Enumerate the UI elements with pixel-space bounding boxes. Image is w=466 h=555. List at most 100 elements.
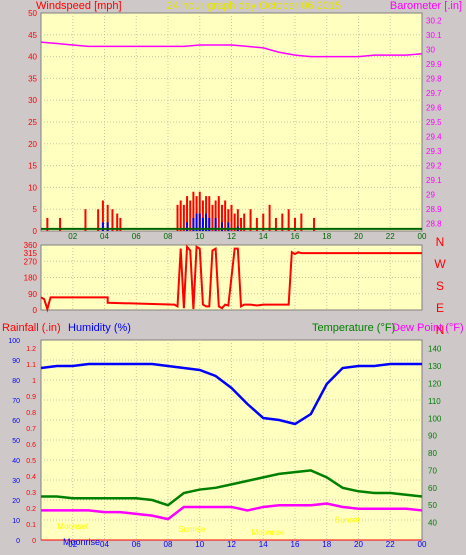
wind-x-tick: 16 <box>291 232 300 241</box>
wind-x-tick: 14 <box>259 232 268 241</box>
wind-x-tick: 00 <box>418 232 427 241</box>
wind-grid <box>41 13 422 231</box>
chart-title: 24 hour graph day October 06 2015 <box>167 0 341 12</box>
dewpoint-line <box>41 502 423 521</box>
wind-y-tick: 30 <box>28 96 37 105</box>
wind-y-tick: 40 <box>28 53 37 62</box>
compass-letter: N <box>436 323 445 337</box>
barometer-tick: 30 <box>426 45 435 54</box>
wind-x-tick-labels: 02 04 06 08 10 12 14 16 18 20 22 00 <box>68 232 427 241</box>
temperature-line <box>41 469 423 507</box>
rain-tick: 0.2 <box>26 506 36 513</box>
humidity-tick: 10 <box>12 518 20 525</box>
humidity-tick: 20 <box>12 498 20 505</box>
wind-x-tick: 18 <box>322 232 331 241</box>
wind-x-tick: 10 <box>195 232 204 241</box>
barometer-line <box>40 41 423 58</box>
temperature-tick: 80 <box>428 449 437 458</box>
compass-letter: E <box>436 301 444 315</box>
humidity-tick: 70 <box>12 398 20 405</box>
direction-tick: 360 <box>24 241 38 250</box>
barometer-tick: 28.9 <box>426 205 442 214</box>
rain-tick: 0.9 <box>26 394 36 401</box>
temperature-tick: 50 <box>428 501 437 510</box>
wind-x-tick: 06 <box>132 232 141 241</box>
wind-y-tick: 10 <box>28 183 37 192</box>
compass-letter: S <box>436 279 444 293</box>
rain-tick: 0.8 <box>26 410 36 417</box>
compass-letter: N <box>436 235 445 249</box>
humidity-x-tick-labels: 02 04 06 08 10 12 14 16 18 20 22 00 <box>68 540 427 549</box>
barometer-tick: 29.9 <box>426 60 442 69</box>
barometer-tick: 29.2 <box>426 162 442 171</box>
astro-label: Moonset <box>57 522 88 531</box>
direction-tick: 270 <box>24 257 38 266</box>
direction-tick: 90 <box>28 290 37 299</box>
temperature-tick: 120 <box>428 379 442 388</box>
humidity-x-tick: 22 <box>386 540 395 549</box>
barometer-tick: 29.8 <box>426 74 442 83</box>
humidity-x-tick: 20 <box>354 540 363 549</box>
humidity-tick: 0 <box>16 538 20 545</box>
wind-y-tick: 0 <box>33 227 38 236</box>
direction-grid <box>41 245 422 310</box>
humidity-x-tick: 12 <box>227 540 236 549</box>
humidity-x-tick: 04 <box>100 540 109 549</box>
barometer-tick: 29.6 <box>426 103 442 112</box>
rain-tick: 0 <box>32 538 36 545</box>
humidity-line <box>40 362 422 426</box>
rain-tick: 0.1 <box>26 522 36 529</box>
humidity-x-tick: 00 <box>418 540 427 549</box>
rain-tick: 1.2 <box>26 346 36 353</box>
wind-x-tick: 12 <box>227 232 236 241</box>
wind-y-tick: 20 <box>28 140 37 149</box>
humidity-tick: 100 <box>8 338 20 345</box>
barometer-tick: 29.1 <box>426 176 442 185</box>
humidity-x-tick: 02 <box>68 540 77 549</box>
barometer-tick: 29 <box>426 191 435 200</box>
humidity-tick: 60 <box>12 418 20 425</box>
wind-x-tick: 02 <box>68 232 77 241</box>
humidity-tick: 40 <box>12 458 20 465</box>
astro-annotations: Moonset Sunrise Moonrise Sunset <box>57 515 360 537</box>
moonrise-bottom-label: Moonrise <box>63 537 100 547</box>
rain-tick: 0.7 <box>26 426 36 433</box>
wind-x-tick: 04 <box>100 232 109 241</box>
direction-tick: 0 <box>33 306 38 315</box>
temperature-tick: 110 <box>428 397 441 406</box>
humidity-tick: 50 <box>12 438 20 445</box>
temperature-tick-labels: 140 130 120 110 100 90 80 70 60 50 40 <box>428 345 442 528</box>
wind-y-tick: 45 <box>28 31 37 40</box>
rain-tick: 1.1 <box>26 362 36 369</box>
humidity-axis-label: Humidity (%) <box>68 322 131 334</box>
barometer-tick: 30.2 <box>426 16 442 25</box>
barometer-tick: 28.8 <box>426 220 442 229</box>
astro-label: Sunset <box>335 515 361 524</box>
humidity-x-tick: 18 <box>322 540 331 549</box>
temperature-tick: 130 <box>428 362 442 371</box>
astro-label: Moonrise <box>252 528 285 537</box>
temperature-tick: 140 <box>428 345 442 354</box>
wind-y-tick: 25 <box>28 118 37 127</box>
rainfall-axis-label: Rainfall (.in) <box>2 322 61 334</box>
barometer-axis-label: Barometer [.in] <box>390 0 462 12</box>
temperature-tick: 90 <box>428 432 437 441</box>
wind-x-tick: 08 <box>164 232 173 241</box>
temperature-tick: 40 <box>428 519 437 528</box>
wind-y-tick: 5 <box>33 205 38 214</box>
humidity-x-tick: 16 <box>291 540 300 549</box>
temperature-axis-label: Temperature (°F) <box>312 322 395 334</box>
humidity-x-tick: 08 <box>164 540 173 549</box>
humidity-tick: 30 <box>12 478 20 485</box>
rain-tick: 0.4 <box>26 474 36 481</box>
rain-tick: 0.6 <box>26 442 36 449</box>
temperature-tick: 100 <box>428 414 442 423</box>
wind-direction-line <box>40 244 422 313</box>
direction-tick: 315 <box>24 249 38 258</box>
barometer-tick: 29.3 <box>426 147 442 156</box>
